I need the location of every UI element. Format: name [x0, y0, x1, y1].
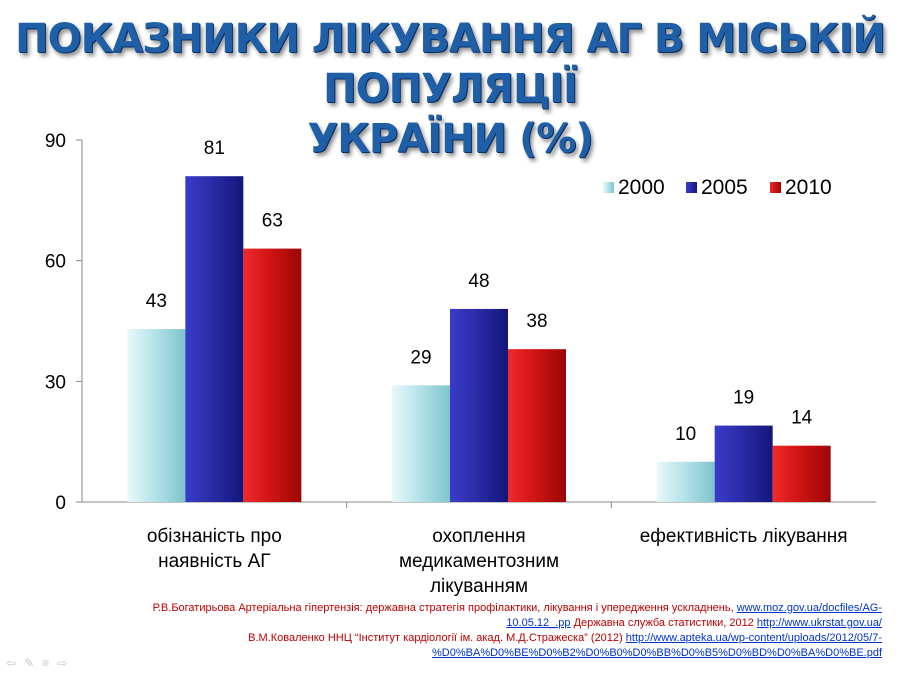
reference-text: Р.В.Богатирьова Артеріальна гіпертензія:… [152, 602, 737, 614]
data-label-2005-cat1: 81 [204, 138, 225, 159]
bar-2005-cat3 [714, 425, 773, 502]
data-label-2000-cat3: 10 [675, 424, 696, 445]
data-label-2010-cat2: 38 [526, 311, 547, 332]
legend-swatch-2005 [686, 182, 697, 193]
reference-text: Державна служба статистики, 2012 [570, 617, 757, 629]
prev-slide-icon[interactable]: ⇦ [6, 656, 17, 670]
category-label: обізнаність про [147, 526, 282, 547]
reference-link-ukrstat[interactable]: http://www.ukrstat.gov.ua/ [756, 617, 882, 629]
y-tick-label: 0 [55, 493, 66, 514]
slide-title-line2: УКРАЇНИ (%) [307, 116, 593, 162]
bar-2000-cat1 [127, 329, 186, 502]
pen-icon[interactable]: ✎ [24, 656, 35, 670]
category-label: лікуванням [430, 576, 528, 597]
data-label-2005-cat3: 19 [733, 388, 754, 409]
legend-label-2000: 2000 [618, 176, 665, 199]
reference-link-moz[interactable]: www.moz.gov.ua/docfiles/AG- [736, 602, 882, 614]
category-label: медикаментозним [399, 551, 559, 572]
legend-swatch-2010 [770, 182, 781, 193]
data-label-2005-cat2: 48 [468, 271, 489, 292]
data-label-2000-cat2: 29 [410, 347, 431, 368]
bar-chart: 0 30 60 90 43 81 63 обізнаність про наявність А… [45, 131, 876, 597]
legend-swatch-2000 [603, 182, 614, 193]
slide-navigation: ⇦ ✎ ≡ ⇨ [6, 655, 67, 671]
y-tick-label: 30 [45, 372, 66, 393]
slide-title-line1: ПОКАЗНИКИ ЛІКУВАННЯ АГ В МІСЬКІЙ ПОПУЛЯЦ… [15, 16, 886, 112]
menu-icon[interactable]: ≡ [42, 656, 50, 670]
bar-2000-cat3 [656, 461, 715, 502]
reference-line-3: В.М.Коваленко ННЦ “Інститут кардіології … [20, 631, 882, 646]
bar-2000-cat2 [392, 385, 450, 502]
reference-line-4: %D0%BA%D0%BE%D0%B2%D0%B0%D0%BB%D0%B5%D0%… [20, 646, 882, 661]
references: Р.В.Богатирьова Артеріальна гіпертензія:… [20, 601, 882, 661]
y-tick-label: 60 [45, 252, 66, 273]
legend-label-2010: 2010 [785, 176, 832, 199]
category-label: наявність АГ [158, 551, 271, 572]
next-slide-icon[interactable]: ⇨ [57, 656, 68, 670]
y-tick-label: 90 [45, 131, 66, 152]
reference-text: В.М.Коваленко ННЦ “Інститут кардіології … [248, 632, 626, 644]
bar-2010-cat3 [772, 445, 831, 502]
reference-line-1: Р.В.Богатирьова Артеріальна гіпертензія:… [20, 601, 882, 616]
bar-2010-cat1 [243, 248, 302, 502]
reference-link-moz-cont[interactable]: 10.05.12_.pp [506, 617, 571, 629]
legend-label-2005: 2005 [701, 176, 748, 199]
data-label-2010-cat1: 63 [262, 211, 283, 232]
bar-2005-cat1 [185, 176, 244, 502]
category-label: ефективність лікування [640, 526, 848, 547]
reference-link-apteka[interactable]: http://www.apteka.ua/wp-content/uploads/… [625, 632, 882, 644]
bar-2010-cat2 [508, 349, 566, 502]
bar-2005-cat2 [450, 308, 508, 502]
reference-line-2: 10.05.12_.pp Державна служба статистики,… [20, 616, 882, 631]
slide-title: ПОКАЗНИКИ ЛІКУВАННЯ АГ В МІСЬКІЙ ПОПУЛЯЦ… [0, 14, 900, 164]
category-label: охоплення [432, 526, 525, 547]
data-label-2010-cat3: 14 [791, 408, 813, 429]
data-label-2000-cat1: 43 [146, 291, 167, 312]
reference-link-apteka-cont[interactable]: %D0%BA%D0%BE%D0%B2%D0%B0%D0%BB%D0%B5%D0%… [432, 647, 882, 659]
